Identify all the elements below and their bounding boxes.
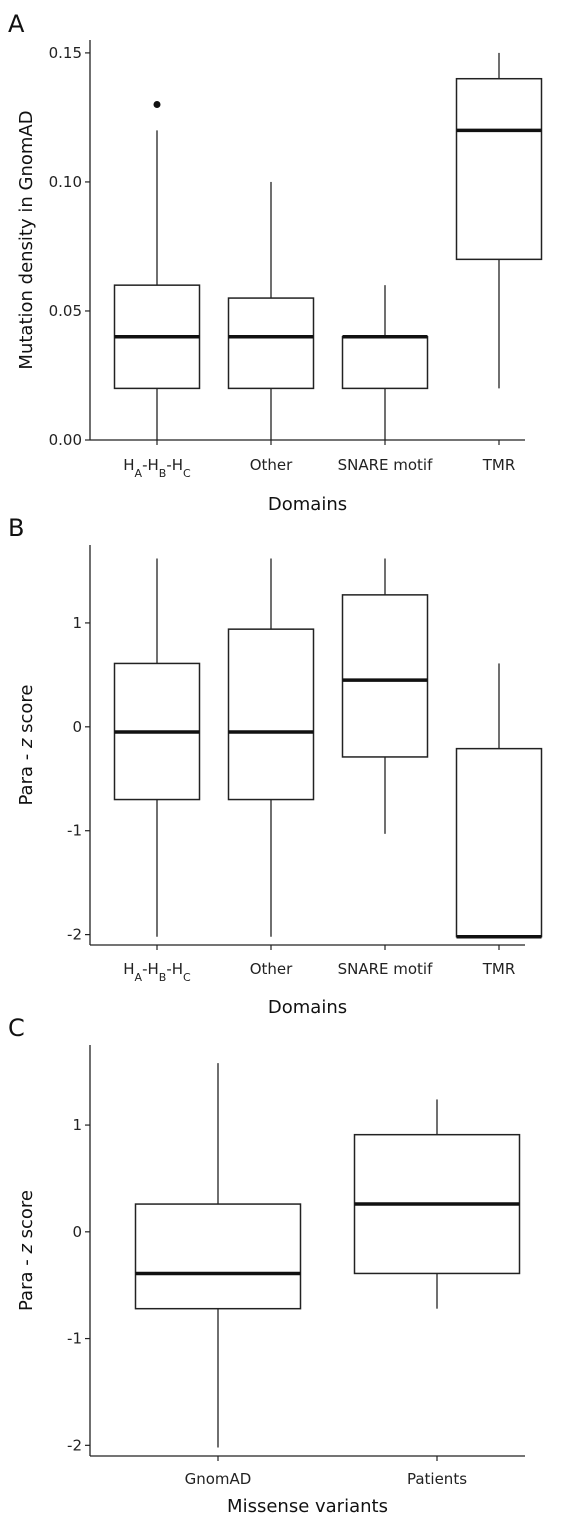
x-tick-label: TMR (482, 960, 516, 978)
box-rect (227, 297, 315, 390)
box-2 (353, 1099, 521, 1309)
x-tick-label: TMR (482, 456, 516, 474)
x-axis-title: Domains (268, 494, 347, 515)
y-tick-label: 0.05 (49, 302, 82, 320)
box-2 (227, 181, 315, 440)
y-tick-label: -1 (67, 1330, 82, 1348)
box-1 (134, 1063, 302, 1448)
panel-a: A 0.00 0.05 0.10 0.15 HA-HB-HC Other SNARE moti… (8, 10, 543, 515)
box-4 (455, 52, 543, 389)
box-3 (341, 285, 429, 440)
x-tick-label: HA-HB-HC (123, 960, 191, 984)
x-tick-label: SNARE motif (338, 456, 434, 474)
panel-b: B -2 -1 0 1 HA-HB-HC Other SNARE motif TMR Domain… (8, 514, 543, 1018)
y-tick-label: 0 (72, 1223, 82, 1241)
y-axis-title: Mutation density in GnomAD (16, 110, 37, 369)
y-tick-label: -2 (67, 926, 82, 944)
x-tick-label: GnomAD (185, 1470, 252, 1488)
x-tick-label: Patients (407, 1470, 467, 1488)
outlier-point (153, 101, 161, 109)
y-tick-label: 1 (72, 614, 82, 632)
y-tick-label: 0 (72, 718, 82, 736)
panel-letter: C (8, 1014, 25, 1042)
box-rect (341, 594, 429, 758)
box-2 (227, 558, 315, 937)
y-tick-label: 0.15 (49, 44, 82, 62)
x-tick-label: SNARE motif (338, 960, 434, 978)
box-rect (134, 1203, 302, 1310)
y-tick-label: 1 (72, 1116, 82, 1134)
panel-c: C -2 -1 0 1 GnomAD Patients Missense variants Pa… (8, 1014, 525, 1517)
y-tick-label: 0.10 (49, 173, 82, 191)
box-rect (455, 77, 543, 261)
y-axis-title: Para - z score (16, 685, 37, 806)
panel-letter: A (8, 10, 25, 38)
x-tick-label: Other (250, 456, 293, 474)
x-axis-title: Missense variants (227, 1496, 388, 1517)
box-3 (341, 558, 429, 834)
y-axis-title: Para - z score (16, 1190, 37, 1311)
box-rect (455, 747, 543, 938)
panel-letter: B (8, 514, 24, 542)
x-tick-label: HA-HB-HC (123, 456, 191, 480)
x-axis-title: Domains (268, 997, 347, 1018)
box-4 (455, 663, 543, 939)
y-tick-label: -1 (67, 822, 82, 840)
x-tick-label: Other (250, 960, 293, 978)
box-1 (113, 558, 201, 937)
box-rect (341, 336, 429, 390)
y-tick-label: -2 (67, 1436, 82, 1454)
box-1 (113, 101, 201, 440)
y-tick-label: 0.00 (49, 431, 82, 449)
box-rect (227, 628, 315, 801)
